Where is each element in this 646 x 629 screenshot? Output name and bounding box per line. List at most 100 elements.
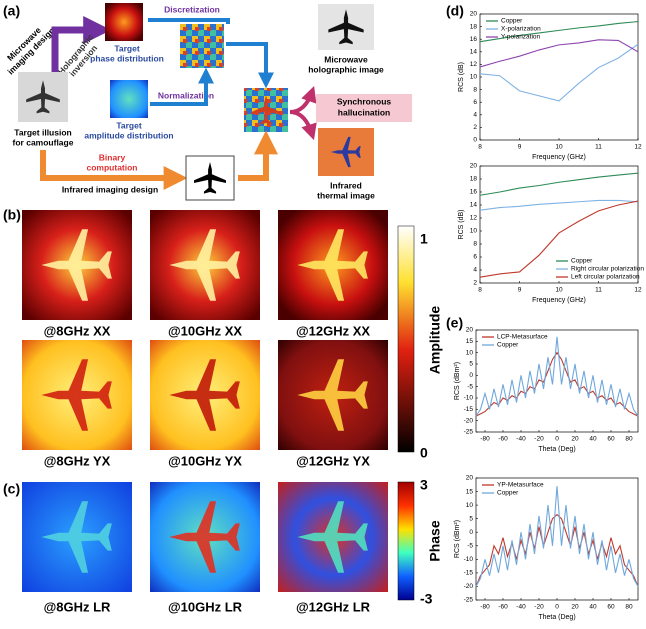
- discretized-image: [180, 24, 224, 68]
- y-tick-label: -20: [464, 417, 474, 424]
- x-tick-label: -20: [534, 604, 544, 611]
- x-tick-label: -80: [480, 436, 490, 443]
- map-label: @12GHz YX: [296, 453, 370, 468]
- colorbar: [397, 225, 415, 453]
- colorbar-tick-label: 1: [420, 231, 428, 247]
- y-tick-label: 10: [470, 74, 478, 81]
- panel-label: (d): [446, 3, 464, 19]
- amplitude-image: [110, 80, 148, 118]
- map-label: @10GHz XX: [168, 323, 242, 338]
- y-tick-label: 14: [470, 49, 478, 56]
- y-tick-label: 2: [473, 124, 477, 131]
- line-series: [475, 336, 639, 417]
- y-tick-label: 18: [470, 176, 478, 183]
- line-series: [479, 39, 639, 68]
- y-tick-label: -20: [464, 583, 474, 590]
- line-series: [475, 486, 639, 587]
- diagram-text: Microwave: [324, 54, 368, 64]
- y-tick-label: -5: [467, 542, 473, 549]
- arrow: [150, 67, 214, 106]
- x-tick-label: 10: [555, 287, 563, 294]
- x-tick-label: 8: [478, 287, 482, 294]
- y-tick-label: -10: [464, 556, 474, 563]
- x-tick-label: 0: [555, 604, 559, 611]
- diagram-text: hallucination: [338, 107, 390, 117]
- panel-label: (c): [3, 481, 20, 497]
- map-label: @8GHz YX: [44, 453, 111, 468]
- x-axis-label: Frequency (GHz): [532, 297, 586, 304]
- y-tick-label: 15: [466, 338, 474, 345]
- diagram-text: Synchronous: [337, 96, 392, 106]
- colorbar-tick-label: -3: [420, 591, 433, 607]
- x-tick-label: 40: [589, 604, 597, 611]
- y-tick-label: 16: [470, 189, 478, 196]
- x-tick-label: 60: [607, 436, 615, 443]
- arrow: [40, 150, 188, 190]
- y-tick-label: 0: [469, 529, 473, 536]
- legend-label: Y-polarization: [501, 34, 541, 41]
- legend-label: Copper: [497, 490, 519, 497]
- arrow: [289, 110, 317, 141]
- y-axis-label: RCS (dB): [458, 210, 465, 240]
- y-tick-label: -15: [464, 570, 474, 577]
- panel-label: (a): [3, 3, 20, 19]
- map-label: @8GHz XX: [44, 323, 111, 338]
- x-tick-label: 20: [571, 604, 579, 611]
- y-tick-label: -15: [464, 406, 474, 413]
- diagram-text: Normalization: [158, 90, 214, 100]
- highlight-box: [316, 94, 412, 122]
- panel-label: (b): [3, 207, 21, 223]
- y-tick-label: -25: [464, 597, 474, 604]
- x-tick-label: 9: [518, 287, 522, 294]
- y-tick-label: -5: [467, 383, 473, 390]
- line-series: [475, 351, 639, 417]
- y-tick-label: 14: [470, 202, 478, 209]
- y-tick-label: 8: [473, 241, 477, 248]
- legend-label: Copper: [571, 258, 593, 265]
- y-tick-label: -25: [464, 429, 474, 436]
- y-tick-label: 10: [466, 502, 474, 509]
- diagram-text: Infrared: [330, 180, 362, 190]
- x-tick-label: 12: [634, 287, 642, 294]
- x-tick-label: 40: [589, 436, 597, 443]
- legend-label: LCP-Metasurface: [497, 334, 548, 341]
- line-series: [479, 199, 639, 211]
- x-tick-label: 9: [518, 144, 522, 151]
- y-tick-label: 0: [469, 372, 473, 379]
- diagram-text: for camouflage: [13, 137, 74, 147]
- map-label: @10GHz YX: [168, 453, 242, 468]
- x-tick-label: 60: [607, 604, 615, 611]
- y-tick-label: 20: [470, 11, 478, 18]
- y-tick-label: 10: [470, 228, 478, 235]
- diagram-text: Target: [114, 43, 140, 53]
- colorbar-tick-label: 3: [420, 477, 428, 493]
- map-label: @8GHz LR: [44, 599, 111, 614]
- x-tick-label: 20: [571, 436, 579, 443]
- y-tick-label: 16: [470, 36, 478, 43]
- y-axis-label: RCS (dBm²): [454, 362, 461, 400]
- diagram-text: phase distribution: [90, 53, 164, 63]
- line-series: [479, 43, 639, 102]
- x-tick-label: 12: [634, 144, 642, 151]
- y-tick-label: 6: [473, 254, 477, 261]
- legend-label: Right circular polarization: [571, 266, 644, 273]
- x-tick-label: -60: [498, 436, 508, 443]
- colorbar-title: Phase: [427, 520, 443, 561]
- diagram-text: amplitude distribution: [84, 130, 173, 140]
- arrow: [289, 85, 317, 114]
- y-tick-label: 20: [466, 327, 474, 334]
- y-tick-label: 8: [473, 86, 477, 93]
- legend-label: Left circular polarization: [571, 274, 640, 281]
- y-tick-label: 6: [473, 99, 477, 106]
- line-series: [479, 200, 639, 278]
- line-series: [475, 513, 639, 587]
- y-tick-label: 4: [473, 112, 477, 119]
- arrow: [238, 130, 278, 181]
- diagram-text: Target illusion: [14, 127, 71, 137]
- x-tick-label: 80: [625, 436, 633, 443]
- panel-label: (e): [446, 315, 463, 331]
- y-tick-label: 12: [470, 61, 478, 68]
- colorbar-title: Amplitude: [427, 306, 443, 375]
- y-tick-label: 2: [473, 280, 477, 287]
